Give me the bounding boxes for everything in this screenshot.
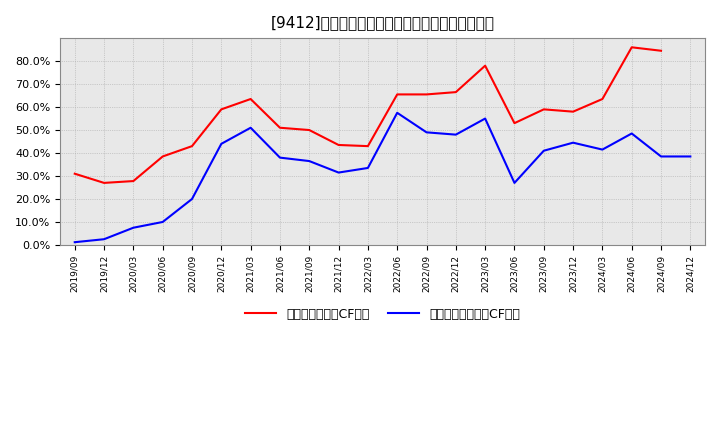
有利子負債営業CF比率	[100, 180, 109, 186]
有利子負債営業CF比率	[451, 89, 460, 95]
有利子負債フリーCF比率	[569, 140, 577, 145]
有利子負債フリーCF比率	[129, 225, 138, 231]
有利子負債フリーCF比率	[539, 148, 548, 154]
有利子負債営業CF比率	[188, 143, 197, 149]
有利子負債フリーCF比率	[334, 170, 343, 175]
有利子負債営業CF比率	[598, 96, 607, 102]
有利子負債営業CF比率	[422, 92, 431, 97]
Line: 有利子負債フリーCF比率: 有利子負債フリーCF比率	[75, 113, 690, 242]
有利子負債フリーCF比率	[686, 154, 695, 159]
有利子負債フリーCF比率	[158, 219, 167, 224]
有利子負債営業CF比率	[217, 107, 225, 112]
有利子負債営業CF比率	[364, 143, 372, 149]
有利子負債フリーCF比率	[217, 141, 225, 147]
有利子負債フリーCF比率	[246, 125, 255, 130]
有利子負債フリーCF比率	[100, 237, 109, 242]
有利子負債営業CF比率	[539, 107, 548, 112]
有利子負債営業CF比率	[657, 48, 665, 53]
有利子負債営業CF比率	[393, 92, 402, 97]
有利子負債営業CF比率	[334, 142, 343, 147]
有利子負債フリーCF比率	[510, 180, 519, 186]
有利子負債営業CF比率	[129, 179, 138, 184]
有利子負債フリーCF比率	[364, 165, 372, 171]
有利子負債フリーCF比率	[627, 131, 636, 136]
有利子負債営業CF比率	[276, 125, 284, 130]
有利子負債営業CF比率	[305, 128, 314, 133]
Title: [9412]　有利子負債キャッシュフロー比率の推移: [9412] 有利子負債キャッシュフロー比率の推移	[271, 15, 495, 30]
有利子負債営業CF比率	[246, 96, 255, 102]
有利子負債営業CF比率	[510, 121, 519, 126]
有利子負債営業CF比率	[481, 63, 490, 68]
有利子負債フリーCF比率	[598, 147, 607, 152]
Legend: 有利子負債営業CF比率, 有利子負債フリーCF比率: 有利子負債営業CF比率, 有利子負債フリーCF比率	[240, 303, 526, 326]
Line: 有利子負債営業CF比率: 有利子負債営業CF比率	[75, 48, 661, 183]
有利子負債フリーCF比率	[188, 196, 197, 202]
有利子負債フリーCF比率	[305, 158, 314, 164]
有利子負債フリーCF比率	[71, 239, 79, 245]
有利子負債フリーCF比率	[276, 155, 284, 160]
有利子負債フリーCF比率	[393, 110, 402, 115]
有利子負債フリーCF比率	[422, 130, 431, 135]
有利子負債フリーCF比率	[481, 116, 490, 121]
有利子負債営業CF比率	[569, 109, 577, 114]
有利子負債営業CF比率	[158, 154, 167, 159]
有利子負債営業CF比率	[627, 45, 636, 50]
有利子負債営業CF比率	[71, 171, 79, 176]
有利子負債フリーCF比率	[451, 132, 460, 137]
有利子負債フリーCF比率	[657, 154, 665, 159]
